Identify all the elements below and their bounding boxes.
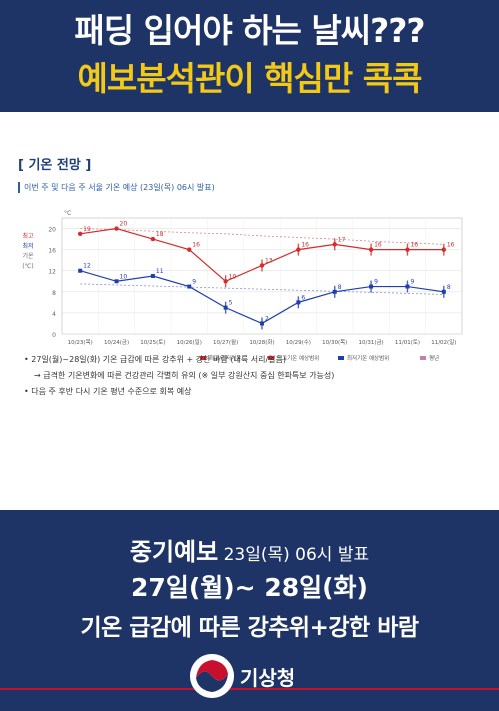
data-point bbox=[150, 274, 155, 278]
y-tick-label: 20 bbox=[48, 227, 56, 234]
x-tick-label: 10/28(화) bbox=[249, 339, 274, 346]
data-point bbox=[223, 305, 228, 310]
y-tick-label: 12 bbox=[48, 269, 56, 276]
note-line: • 27일(월)~28일(화) 기온 급감에 따른 강추위 + 강한 바람 (내… bbox=[24, 355, 286, 364]
data-point bbox=[332, 242, 337, 247]
y-tick-label: 8 bbox=[52, 290, 56, 297]
legend-swatch bbox=[200, 356, 206, 360]
data-point bbox=[223, 279, 228, 284]
axis-side-label: 최저 bbox=[22, 242, 33, 250]
x-tick-label: 10/30(목) bbox=[322, 339, 347, 346]
x-tick-label: 10/24(금) bbox=[104, 339, 129, 346]
data-label: 9 bbox=[192, 279, 196, 286]
note-line: → 급격한 기온변화에 따른 건강관리 각별히 유의 (※ 일부 강원산지 중심… bbox=[34, 371, 335, 380]
axis-side-label: 기온 bbox=[22, 252, 34, 260]
legend-label: 최고/최저기온 bbox=[209, 354, 241, 362]
data-label: 17 bbox=[338, 236, 346, 243]
forecast-type: 중기예보 bbox=[129, 538, 219, 566]
x-tick-label: 11/01(토) bbox=[395, 339, 420, 346]
chart-subtitle: 이번 주 및 다음 주 서울 기온 예상 (23일(목) 06시 발표) bbox=[18, 182, 215, 193]
note-line: • 다음 주 후반 다시 기온 평년 수준으로 회복 예상 bbox=[24, 387, 192, 396]
forecast-label: 중기예보 23일(목) 06시 발표 bbox=[0, 532, 499, 567]
data-label: 6 bbox=[301, 294, 305, 301]
data-point bbox=[187, 284, 192, 289]
data-label: 16 bbox=[301, 242, 309, 249]
divider bbox=[0, 688, 499, 690]
data-label: 16 bbox=[410, 242, 418, 249]
data-point bbox=[296, 247, 301, 252]
legend-swatch bbox=[268, 356, 274, 360]
x-tick-label: 10/23(목) bbox=[68, 339, 93, 346]
data-point bbox=[187, 247, 192, 252]
x-tick-label: 10/26(일) bbox=[177, 338, 202, 346]
data-label: 10 bbox=[229, 273, 237, 280]
data-point bbox=[405, 284, 410, 289]
forecast-card: [ 기온 전망 ] 이번 주 및 다음 주 서울 기온 예상 (23일(목) 0… bbox=[0, 112, 499, 510]
data-point bbox=[78, 268, 83, 273]
kma-logo: 기상청 bbox=[190, 654, 310, 698]
y-tick-label: 0 bbox=[52, 332, 56, 339]
data-point bbox=[77, 231, 83, 237]
data-label: 20 bbox=[120, 221, 128, 228]
legend-swatch bbox=[420, 356, 426, 360]
kma-emblem-icon bbox=[190, 654, 234, 698]
unit-label: °C bbox=[64, 210, 71, 217]
data-label: 13 bbox=[265, 257, 273, 264]
header-banner: 패딩 입어야 하는 날씨??? 예보분석관이 핵심만 콕콕 bbox=[0, 0, 499, 112]
data-label: 10 bbox=[120, 273, 128, 280]
data-label: 18 bbox=[156, 231, 164, 238]
data-label: 9 bbox=[410, 279, 414, 286]
data-point bbox=[405, 247, 410, 252]
data-point bbox=[114, 279, 119, 284]
legend-label: 최저기온 예상범위 bbox=[347, 354, 389, 362]
x-tick-label: 10/25(토) bbox=[140, 339, 165, 346]
normal-high-line bbox=[80, 228, 444, 245]
x-tick-label: 10/31(금) bbox=[358, 339, 383, 346]
data-point bbox=[260, 321, 264, 326]
legend-swatch bbox=[338, 356, 344, 360]
data-label: 16 bbox=[192, 242, 200, 249]
data-point bbox=[150, 236, 156, 242]
axis-side-label: 최고 bbox=[22, 232, 34, 240]
footer-banner: 중기예보 23일(목) 06시 발표 27일(월)~ 28일(화) 기온 급감에… bbox=[0, 510, 499, 711]
data-point bbox=[441, 247, 447, 252]
data-label: 9 bbox=[374, 279, 378, 286]
legend-label: 평년 bbox=[429, 354, 439, 362]
data-point bbox=[332, 289, 337, 294]
data-point bbox=[368, 247, 374, 252]
y-tick-label: 16 bbox=[48, 248, 56, 255]
subheadline: 예보분석관이 핵심만 콕콕 bbox=[77, 59, 423, 98]
y-tick-label: 4 bbox=[52, 311, 56, 318]
data-point bbox=[296, 300, 301, 305]
data-label: 8 bbox=[338, 284, 342, 291]
forecast-dates: 27일(월)~ 28일(화) bbox=[131, 573, 368, 602]
forecast-summary: 기온 급감에 따른 강추위+강한 바람 bbox=[80, 615, 419, 641]
section-title: [ 기온 전망 ] bbox=[18, 158, 92, 173]
data-point bbox=[114, 226, 119, 231]
legend-label: 최고기온 예상범위 bbox=[277, 354, 319, 362]
x-tick-label: 11/02(일) bbox=[431, 338, 456, 346]
org-name: 기상청 bbox=[240, 666, 296, 690]
x-tick-label: 10/29(수) bbox=[286, 339, 311, 346]
data-label: 16 bbox=[447, 242, 455, 249]
data-point bbox=[441, 289, 446, 294]
data-label: 16 bbox=[374, 242, 382, 249]
data-label: 8 bbox=[447, 284, 451, 291]
data-label: 11 bbox=[156, 268, 164, 275]
data-label: 5 bbox=[229, 300, 233, 307]
axis-side-label: (℃) bbox=[22, 263, 33, 270]
data-label: 12 bbox=[83, 263, 91, 270]
forecast-time: 23일(목) 06시 발표 bbox=[218, 545, 370, 565]
normal-low-line bbox=[80, 283, 444, 295]
data-label: 19 bbox=[83, 226, 91, 233]
data-point bbox=[369, 284, 374, 289]
headline: 패딩 입어야 하는 날씨??? bbox=[74, 11, 425, 50]
x-tick-label: 10/27(월) bbox=[213, 338, 238, 346]
data-label: 2 bbox=[265, 315, 269, 322]
notes: • 27일(월)~28일(화) 기온 급감에 따른 강추위 + 강한 바람 (내… bbox=[24, 352, 334, 400]
data-point bbox=[259, 263, 265, 268]
